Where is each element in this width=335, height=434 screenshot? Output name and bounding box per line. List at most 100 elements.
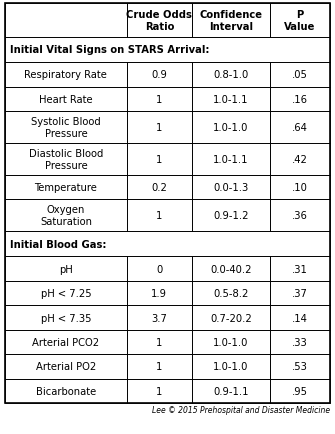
Bar: [5, 330, 127, 354]
Text: .95: .95: [292, 386, 308, 396]
Text: 1: 1: [156, 123, 162, 133]
Bar: [127, 257, 192, 281]
Bar: [270, 63, 330, 88]
Bar: [5, 4, 127, 37]
Text: .53: .53: [292, 362, 308, 372]
Bar: [127, 330, 192, 354]
Bar: [5, 306, 127, 330]
Bar: [5, 200, 127, 231]
Bar: [192, 63, 270, 88]
Bar: [192, 112, 270, 144]
Text: .31: .31: [292, 264, 308, 274]
Bar: [127, 306, 192, 330]
Text: Diastolic Blood
Pressure: Diastolic Blood Pressure: [29, 148, 103, 170]
Bar: [270, 4, 330, 37]
Text: 1: 1: [156, 386, 162, 396]
Bar: [5, 37, 330, 63]
Text: Crude Odds
Ratio: Crude Odds Ratio: [126, 10, 192, 32]
Text: Respiratory Rate: Respiratory Rate: [24, 70, 108, 80]
Text: Arterial PO2: Arterial PO2: [36, 362, 96, 372]
Bar: [192, 379, 270, 403]
Bar: [270, 354, 330, 379]
Bar: [5, 63, 127, 88]
Bar: [192, 4, 270, 37]
Text: 0.2: 0.2: [151, 182, 167, 192]
Bar: [270, 379, 330, 403]
Text: 0.0-1.3: 0.0-1.3: [213, 182, 249, 192]
Bar: [270, 175, 330, 200]
Text: 0.9: 0.9: [151, 70, 167, 80]
Text: .05: .05: [292, 70, 308, 80]
Text: Temperature: Temperature: [35, 182, 97, 192]
Bar: [192, 63, 270, 88]
Text: 1: 1: [156, 362, 162, 372]
Bar: [5, 200, 127, 231]
Bar: [5, 281, 127, 306]
Bar: [5, 63, 127, 88]
Bar: [127, 379, 192, 403]
Bar: [192, 175, 270, 200]
Bar: [270, 379, 330, 403]
Bar: [127, 175, 192, 200]
Bar: [192, 88, 270, 112]
Bar: [127, 354, 192, 379]
Bar: [192, 88, 270, 112]
Bar: [270, 257, 330, 281]
Bar: [127, 354, 192, 379]
Text: 0.7-20.2: 0.7-20.2: [210, 313, 252, 323]
Bar: [270, 306, 330, 330]
Bar: [192, 281, 270, 306]
Text: 0.9-1.1: 0.9-1.1: [213, 386, 249, 396]
Bar: [5, 231, 330, 257]
Bar: [127, 4, 192, 37]
Text: 0: 0: [156, 264, 162, 274]
Bar: [270, 144, 330, 175]
Bar: [5, 175, 127, 200]
Bar: [270, 330, 330, 354]
Bar: [270, 88, 330, 112]
Bar: [5, 306, 127, 330]
Bar: [270, 330, 330, 354]
Bar: [5, 112, 127, 144]
Bar: [5, 144, 127, 175]
Text: Initial Blood Gas:: Initial Blood Gas:: [10, 239, 107, 249]
Bar: [127, 306, 192, 330]
Text: .33: .33: [292, 337, 308, 347]
Text: Bicarbonate: Bicarbonate: [36, 386, 96, 396]
Bar: [5, 354, 127, 379]
Bar: [192, 330, 270, 354]
Bar: [127, 379, 192, 403]
Bar: [270, 281, 330, 306]
Text: .42: .42: [292, 155, 308, 164]
Text: .64: .64: [292, 123, 308, 133]
Bar: [5, 330, 127, 354]
Bar: [192, 379, 270, 403]
Bar: [5, 4, 127, 37]
Bar: [127, 144, 192, 175]
Bar: [5, 88, 127, 112]
Bar: [192, 281, 270, 306]
Bar: [192, 306, 270, 330]
Bar: [5, 354, 127, 379]
Text: 1.0-1.0: 1.0-1.0: [213, 123, 249, 133]
Bar: [5, 37, 330, 63]
Bar: [192, 257, 270, 281]
Bar: [270, 200, 330, 231]
Bar: [127, 4, 192, 37]
Bar: [270, 112, 330, 144]
Bar: [5, 112, 127, 144]
Text: .36: .36: [292, 210, 308, 220]
Text: pH: pH: [59, 264, 73, 274]
Text: 1: 1: [156, 95, 162, 105]
Bar: [192, 330, 270, 354]
Bar: [5, 257, 127, 281]
Bar: [127, 257, 192, 281]
Text: Initial Vital Signs on STARS Arrival:: Initial Vital Signs on STARS Arrival:: [10, 45, 209, 55]
Bar: [192, 175, 270, 200]
Bar: [5, 231, 330, 257]
Bar: [5, 257, 127, 281]
Text: 1.0-1.1: 1.0-1.1: [213, 95, 249, 105]
Bar: [192, 354, 270, 379]
Bar: [127, 112, 192, 144]
Text: Heart Rate: Heart Rate: [39, 95, 93, 105]
